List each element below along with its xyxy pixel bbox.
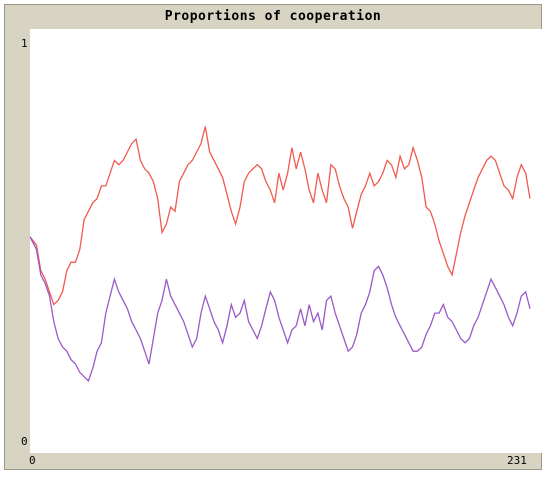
x-tick-label-max: 231	[507, 454, 527, 467]
chart-title: Proportions of cooperation	[164, 9, 382, 24]
y-tick-label-min: 0	[21, 435, 28, 448]
series-line-1	[30, 126, 531, 306]
x-tick-label-min: 0	[29, 454, 36, 467]
series-line-2	[30, 236, 531, 383]
plot-area	[30, 29, 542, 453]
y-tick-label-max: 1	[21, 37, 28, 50]
plot-canvas	[30, 126, 531, 383]
plot-widget: Proportions of cooperation 1 0 0 231	[4, 4, 542, 470]
